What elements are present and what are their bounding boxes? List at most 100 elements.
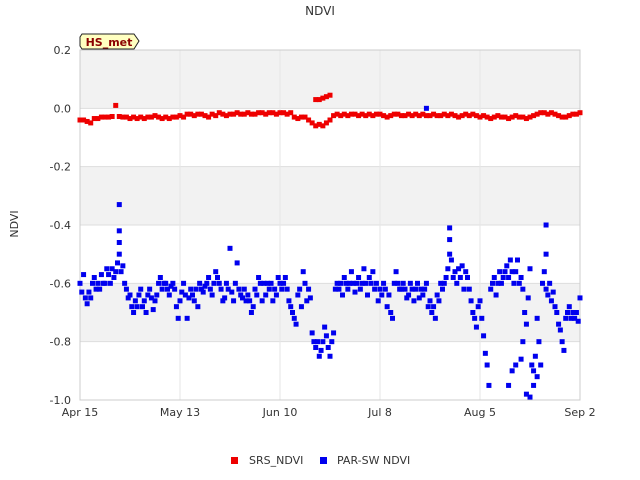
data-point: [316, 97, 322, 103]
data-point: [513, 362, 519, 368]
data-point: [434, 292, 440, 298]
data-point: [495, 113, 501, 119]
data-point: [291, 114, 297, 120]
data-point: [556, 113, 562, 119]
data-point: [327, 353, 333, 359]
data-point: [198, 111, 204, 117]
data-point: [543, 222, 549, 228]
data-point: [207, 286, 213, 292]
data-point: [270, 298, 276, 304]
data-point: [450, 275, 456, 280]
data-point: [213, 269, 219, 275]
data-point: [332, 286, 338, 292]
data-point: [323, 120, 329, 126]
data-point: [445, 266, 451, 272]
data-point: [391, 111, 397, 117]
data-point: [543, 251, 549, 257]
data-point: [552, 111, 558, 117]
data-point: [254, 292, 260, 298]
data-point: [572, 315, 578, 321]
data-point: [143, 310, 149, 315]
data-point: [198, 286, 204, 292]
data-point: [438, 280, 444, 286]
data-point: [266, 110, 272, 116]
data-point: [509, 114, 515, 120]
data-point: [222, 295, 228, 301]
data-point: [423, 113, 429, 119]
data-point: [461, 286, 467, 292]
data-point: [116, 240, 122, 245]
data-point: [386, 292, 392, 298]
data-point: [304, 298, 310, 304]
data-point: [406, 292, 412, 298]
data-point: [307, 295, 313, 301]
data-point: [418, 286, 424, 292]
y-tick-label: -0.6: [50, 277, 71, 290]
data-point: [473, 324, 479, 330]
data-point: [248, 111, 254, 117]
x-tick-label: May 13: [160, 406, 200, 419]
data-point: [566, 113, 572, 119]
data-point: [90, 280, 95, 286]
data-point: [206, 275, 212, 280]
data-point: [243, 298, 249, 304]
data-point: [366, 111, 372, 117]
data-point: [334, 280, 340, 286]
data-point: [402, 286, 408, 292]
y-tick-label: 0.2: [54, 44, 72, 57]
data-point: [134, 116, 140, 122]
data-point: [347, 280, 353, 286]
plot-frame: [79, 49, 581, 401]
data-point: [447, 237, 453, 243]
data-point: [106, 272, 112, 278]
data-point: [238, 292, 244, 298]
data-point: [375, 298, 381, 304]
data-point: [118, 269, 124, 275]
data-point: [527, 266, 533, 272]
data-point: [316, 353, 322, 359]
data-point: [431, 111, 437, 117]
data-point: [245, 292, 251, 298]
data-point: [320, 123, 326, 129]
data-point: [404, 295, 410, 301]
data-point: [413, 111, 419, 117]
data-point: [429, 310, 435, 315]
data-point: [240, 295, 245, 301]
x-tick-labels: Apr 15 May 13 Jun 10 Jul 8 Aug 5 Sep 2: [62, 406, 596, 419]
data-point: [565, 310, 570, 315]
badge-text: HS_met: [86, 36, 133, 49]
data-point: [202, 113, 208, 119]
data-point: [209, 292, 215, 298]
data-point: [157, 275, 163, 280]
data-point: [500, 275, 506, 280]
legend-label-srs: SRS_NDVI: [249, 454, 303, 467]
station-badge: HS_met: [79, 33, 140, 50]
data-point: [361, 266, 367, 272]
data-point: [220, 298, 226, 304]
data-point: [213, 113, 219, 119]
data-point: [298, 114, 304, 120]
data-point: [541, 269, 547, 275]
data-point: [107, 280, 113, 286]
data-point: [95, 116, 101, 122]
data-point: [131, 310, 137, 315]
data-point: [116, 202, 122, 208]
data-point: [123, 286, 129, 292]
data-point: [356, 113, 362, 119]
data-point: [84, 301, 90, 307]
data-point: [148, 295, 154, 301]
data-point: [236, 286, 242, 292]
data-point: [561, 347, 567, 353]
data-point: [520, 339, 526, 345]
data-point: [343, 280, 349, 286]
data-point: [288, 304, 294, 310]
data-point: [281, 110, 287, 116]
data-point: [448, 111, 454, 117]
data-point: [227, 245, 233, 251]
data-point: [200, 289, 206, 295]
data-point: [152, 113, 158, 119]
data-point: [150, 307, 156, 313]
data-point: [138, 114, 144, 120]
data-point: [91, 116, 97, 122]
data-point: [486, 382, 492, 388]
